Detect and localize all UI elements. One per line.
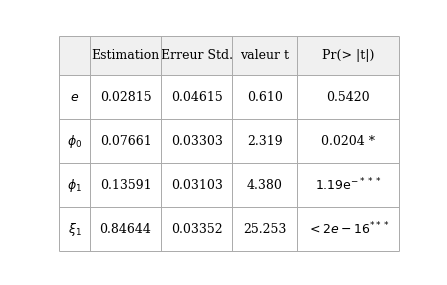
Text: 0.610: 0.610 [247, 91, 283, 104]
Bar [59, 207, 90, 251]
Bar [232, 119, 297, 163]
Bar [232, 207, 297, 251]
Text: 0.13591: 0.13591 [100, 179, 152, 192]
Text: 0.84644: 0.84644 [100, 223, 152, 236]
Bar [59, 75, 90, 119]
Text: $< 2e - 16^{***}$: $< 2e - 16^{***}$ [307, 221, 389, 238]
Text: 0.5420: 0.5420 [326, 91, 370, 104]
Text: 0.03352: 0.03352 [171, 223, 223, 236]
Text: $\xi_1$: $\xi_1$ [68, 221, 81, 238]
Bar [90, 36, 161, 75]
Text: 2.319: 2.319 [247, 135, 283, 148]
Bar [297, 163, 399, 207]
Bar [161, 36, 232, 75]
Bar [161, 207, 232, 251]
Bar [59, 36, 90, 75]
Text: 0.03303: 0.03303 [171, 135, 223, 148]
Text: Estimation: Estimation [92, 49, 160, 62]
Bar [161, 163, 232, 207]
Bar [59, 163, 90, 207]
Text: 0.02815: 0.02815 [100, 91, 152, 104]
Text: 0.04615: 0.04615 [171, 91, 223, 104]
Bar [232, 75, 297, 119]
Bar [232, 36, 297, 75]
Bar [297, 119, 399, 163]
Bar [90, 75, 161, 119]
Text: Pr(> |t|): Pr(> |t|) [322, 49, 374, 62]
Text: $e$: $e$ [70, 91, 79, 104]
Text: 25.253: 25.253 [243, 223, 287, 236]
Text: 0.07661: 0.07661 [100, 135, 152, 148]
Text: 4.380: 4.380 [247, 179, 283, 192]
Bar [90, 119, 161, 163]
Text: Erreur Std.: Erreur Std. [161, 49, 233, 62]
Bar [90, 207, 161, 251]
Bar [59, 119, 90, 163]
Bar [161, 75, 232, 119]
Text: 0.03103: 0.03103 [171, 179, 223, 192]
Bar [90, 163, 161, 207]
Text: 0.0204 *: 0.0204 * [321, 135, 375, 148]
Text: valeur t: valeur t [240, 49, 289, 62]
Bar [297, 207, 399, 251]
Text: $\phi_0$: $\phi_0$ [67, 133, 82, 150]
Bar [297, 36, 399, 75]
Bar [161, 119, 232, 163]
Bar [297, 75, 399, 119]
Text: $\phi_1$: $\phi_1$ [67, 177, 82, 194]
Bar [232, 163, 297, 207]
Text: $1.19\mathrm{e}^{-***}$: $1.19\mathrm{e}^{-***}$ [315, 177, 381, 194]
